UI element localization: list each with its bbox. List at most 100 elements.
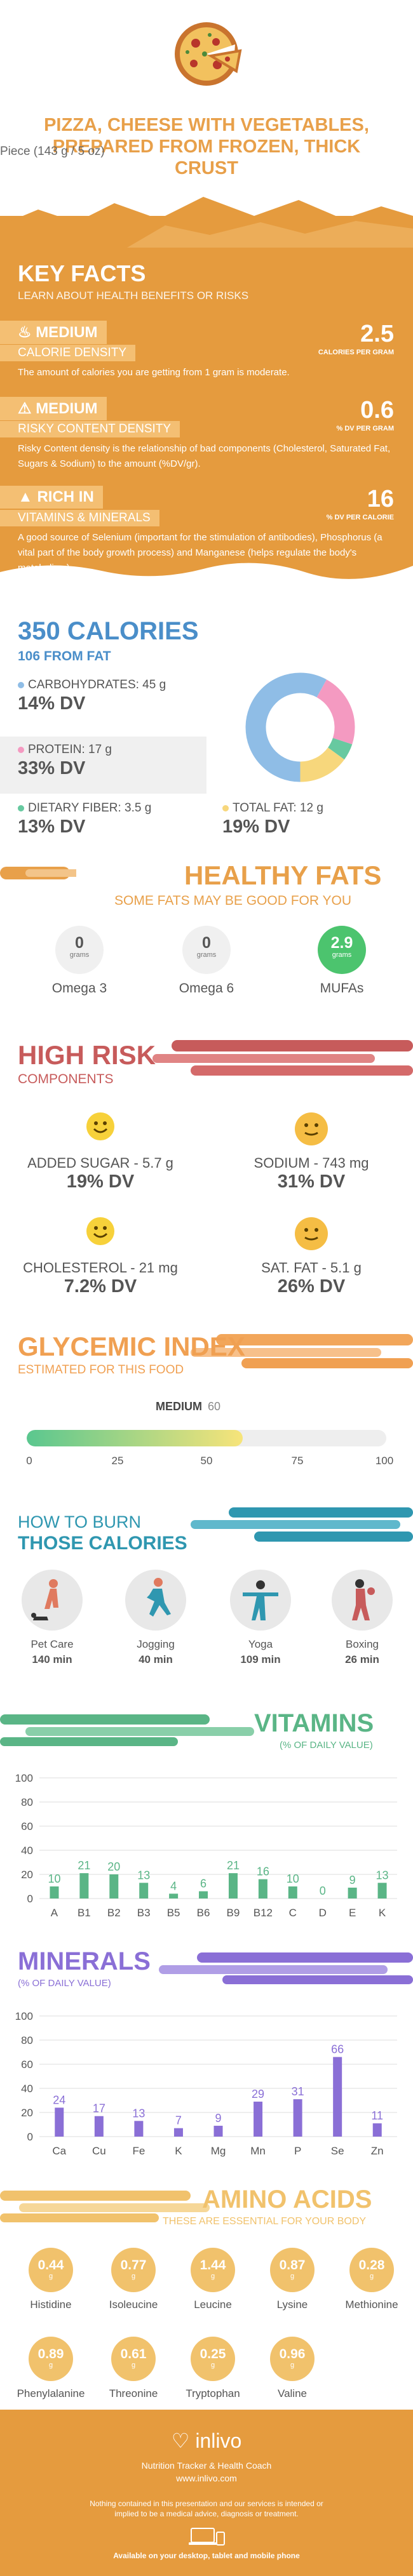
footer-website[interactable]: www.inlivo.com bbox=[176, 2473, 237, 2483]
vitamins-subtitle: (% OF DAILY VALUE) bbox=[280, 1740, 373, 1751]
mineral-y-tick: 40 bbox=[21, 2083, 33, 2095]
mineral-bar-Mn bbox=[254, 2101, 263, 2137]
key-facts-subtitle: LEARN ABOUT HEALTH BENEFITS OR RISKS bbox=[18, 290, 249, 302]
amino-unit: g bbox=[131, 2272, 136, 2280]
fact-level: MEDIUM bbox=[36, 324, 98, 341]
yoga-icon bbox=[230, 1570, 291, 1631]
vitamin-value-label: 20 bbox=[107, 1860, 120, 1873]
fact-name: CALORIE DENSITY bbox=[0, 345, 136, 361]
amino-label: Phenylalanine bbox=[17, 2387, 85, 2399]
mineral-y-tick: 0 bbox=[27, 2131, 33, 2143]
amino-unit: g bbox=[131, 2361, 136, 2369]
mineral-x-tick: Ca bbox=[52, 2145, 66, 2157]
amino-value: 0.77 bbox=[120, 2258, 147, 2272]
amino-value: 0.61 bbox=[120, 2347, 147, 2361]
footer-logo: inlivo bbox=[195, 2429, 242, 2452]
mineral-value-label: 29 bbox=[252, 2088, 264, 2100]
omega6-circle: 0 grams bbox=[182, 926, 231, 974]
glycemic-bar bbox=[27, 1430, 386, 1446]
calories-section: 350 CALORIES 106 FROM FAT CARBOHYDRATES:… bbox=[0, 610, 413, 864]
calories-from-fat: 106 FROM FAT bbox=[18, 649, 111, 664]
amino-circle: 0.61 g bbox=[111, 2337, 156, 2381]
macro-label: TOTAL FAT: 12 g bbox=[233, 801, 323, 815]
fiber-color-dot bbox=[18, 805, 24, 811]
footer-tagline: Nutrition Tracker & Health Coach bbox=[141, 2460, 272, 2471]
high-risk-section: HIGH RISK COMPONENTS ADDED SUGAR - 5.7 g… bbox=[0, 1035, 413, 1297]
glycemic-section: GLYCEMIC INDEX ESTIMATED FOR THIS FOOD M… bbox=[0, 1324, 413, 1483]
fact-description: The amount of calories you are getting f… bbox=[18, 367, 290, 378]
macro-label: DIETARY FIBER: 3.5 g bbox=[28, 801, 152, 815]
vitamin-bar-A bbox=[50, 1886, 59, 1899]
stripe-decoration bbox=[152, 1040, 413, 1076]
amino-unit: g bbox=[290, 2272, 295, 2280]
macro-fiber: DIETARY FIBER: 3.5 g 13% DV bbox=[18, 801, 208, 838]
vitamin-y-tick: 0 bbox=[27, 1893, 33, 1905]
mineral-value-label: 24 bbox=[53, 2093, 65, 2106]
glycemic-tick: 25 bbox=[111, 1455, 124, 1467]
vitamin-y-tick: 60 bbox=[21, 1820, 33, 1832]
vitamin-bar-C bbox=[288, 1886, 297, 1899]
fact-value: 2.5 bbox=[360, 321, 394, 347]
stripe-decoration bbox=[0, 2191, 210, 2222]
macro-protein: PROTEIN: 17 g 33% DV bbox=[18, 743, 208, 779]
vitamin-y-tick: 40 bbox=[21, 1845, 33, 1857]
glycemic-value: 60 bbox=[208, 1400, 221, 1413]
amino-value: 0.96 bbox=[279, 2347, 306, 2361]
mufas-label: MUFAs bbox=[320, 981, 364, 996]
risk-added-sugar: ADDED SUGAR - 5.7 g 19% DV bbox=[18, 1111, 183, 1192]
amino-value: 0.44 bbox=[37, 2258, 64, 2272]
mineral-value-label: 17 bbox=[93, 2102, 105, 2115]
activity-name: Pet Care bbox=[30, 1638, 74, 1650]
amino-unit: g bbox=[48, 2272, 53, 2280]
footer: ♡ inlivo Nutrition Tracker & Health Coac… bbox=[0, 2410, 413, 2576]
vitamin-bar-B2 bbox=[109, 1874, 119, 1899]
vitamin-value-label: 9 bbox=[349, 1874, 356, 1886]
vitamin-x-tick: C bbox=[289, 1907, 297, 1919]
glycemic-tick: 0 bbox=[26, 1455, 32, 1467]
mineral-value-label: 11 bbox=[371, 2109, 383, 2122]
fact-unit: CALORIES PER GRAM bbox=[318, 349, 394, 356]
omega6-label: Omega 6 bbox=[179, 981, 234, 996]
vitamin-bar-K bbox=[377, 1883, 387, 1899]
amino-circle: 1.44 g bbox=[191, 2248, 235, 2292]
activity-boxing: Boxing 26 min bbox=[318, 1570, 407, 1666]
mineral-x-tick: Zn bbox=[371, 2145, 384, 2157]
activity-jogging: Jogging 40 min bbox=[111, 1570, 200, 1666]
protein-color-dot bbox=[18, 747, 24, 753]
amino-circle: 0.44 g bbox=[29, 2248, 73, 2292]
mineral-value-label: 9 bbox=[215, 2112, 221, 2125]
vitamin-x-tick: B2 bbox=[107, 1907, 121, 1919]
fats-subtitle: SOME FATS MAY BE GOOD FOR YOU bbox=[114, 893, 352, 908]
omega3-unit: grams bbox=[69, 951, 90, 959]
activity-minutes: 40 min bbox=[139, 1653, 173, 1665]
mineral-bar-Mg bbox=[213, 2125, 223, 2137]
mineral-bar-K bbox=[173, 2128, 183, 2137]
amino-circle: 0.96 g bbox=[270, 2337, 315, 2381]
vitamins-section: VITAMINS (% OF DAILY VALUE) 0 20 40 60 80 100… bbox=[0, 1708, 413, 1924]
activity-minutes: 140 min bbox=[32, 1653, 72, 1665]
glycemic-tick: 75 bbox=[291, 1455, 304, 1467]
macro-fat: TOTAL FAT: 12 g 19% DV bbox=[222, 801, 400, 838]
fact-value: 0.6 bbox=[360, 397, 394, 424]
mineral-value-label: 31 bbox=[292, 2085, 304, 2098]
key-facts-section: KEY FACTS LEARN ABOUT HEALTH BENEFITS OR… bbox=[0, 197, 413, 585]
boxing-icon bbox=[332, 1570, 393, 1631]
vitamin-x-tick: B12 bbox=[254, 1907, 273, 1919]
amino-label: Valine bbox=[278, 2387, 307, 2399]
risk-label: ADDED SUGAR - 5.7 g bbox=[27, 1155, 173, 1171]
vitamin-y-tick: 80 bbox=[21, 1796, 33, 1808]
fact-level: MEDIUM bbox=[36, 400, 98, 417]
risk-cholesterol: CHOLESTEROL - 21 mg 7.2% DV bbox=[18, 1216, 183, 1297]
mineral-bar-Cu bbox=[94, 2116, 104, 2137]
risk-label: SAT. FAT - 5.1 g bbox=[261, 1260, 362, 1276]
mineral-bar-Se bbox=[333, 2057, 342, 2137]
glycemic-tick: 50 bbox=[200, 1455, 213, 1467]
burn-title-2: THOSE CALORIES bbox=[18, 1533, 187, 1554]
glycemic-title: GLYCEMIC INDEX bbox=[18, 1331, 245, 1361]
pizza-icon bbox=[175, 22, 242, 86]
mineral-bar-Ca bbox=[55, 2107, 64, 2137]
amino-circle: 0.87 g bbox=[270, 2248, 315, 2292]
vitamin-x-tick: B1 bbox=[78, 1907, 91, 1919]
amino-value: 0.25 bbox=[200, 2347, 226, 2361]
vitamin-bar-E bbox=[348, 1887, 357, 1899]
